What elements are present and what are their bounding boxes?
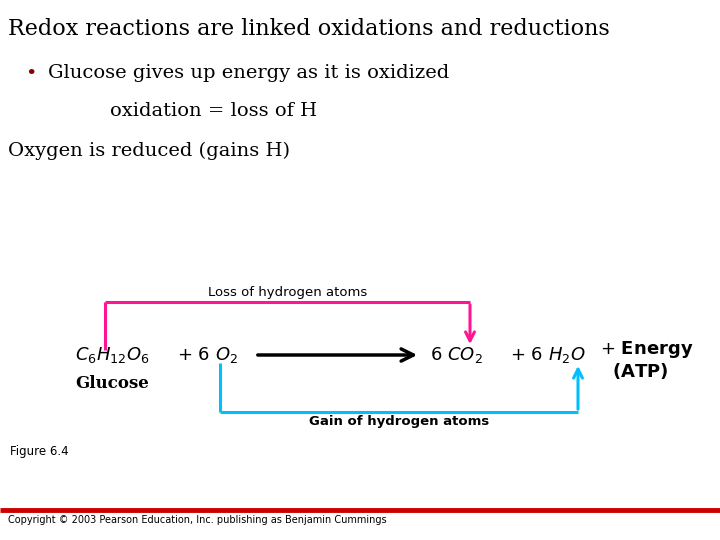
Text: $+\ \mathbf{Energy}$: $+\ \mathbf{Energy}$ <box>600 340 693 361</box>
Text: Gain of hydrogen atoms: Gain of hydrogen atoms <box>309 415 489 428</box>
Text: $+\ 6\ H_2O$: $+\ 6\ H_2O$ <box>510 345 586 365</box>
Text: $\mathbf{(ATP)}$: $\mathbf{(ATP)}$ <box>612 361 668 381</box>
Text: $+\ 6\ O_2$: $+\ 6\ O_2$ <box>177 345 238 365</box>
Text: •: • <box>25 65 37 83</box>
Text: oxidation = loss of H: oxidation = loss of H <box>110 102 317 120</box>
Text: $6\ CO_2$: $6\ CO_2$ <box>430 345 483 365</box>
Text: Figure 6.4: Figure 6.4 <box>10 445 68 458</box>
Text: Loss of hydrogen atoms: Loss of hydrogen atoms <box>208 286 367 299</box>
Text: $C_6H_{12}O_6$: $C_6H_{12}O_6$ <box>75 345 150 365</box>
Text: Oxygen is reduced (gains H): Oxygen is reduced (gains H) <box>8 142 290 160</box>
Text: Glucose gives up energy as it is oxidized: Glucose gives up energy as it is oxidize… <box>48 64 449 82</box>
Text: Redox reactions are linked oxidations and reductions: Redox reactions are linked oxidations an… <box>8 18 610 40</box>
Text: Glucose: Glucose <box>75 375 149 392</box>
Text: Copyright © 2003 Pearson Education, Inc. publishing as Benjamin Cummings: Copyright © 2003 Pearson Education, Inc.… <box>8 515 387 525</box>
